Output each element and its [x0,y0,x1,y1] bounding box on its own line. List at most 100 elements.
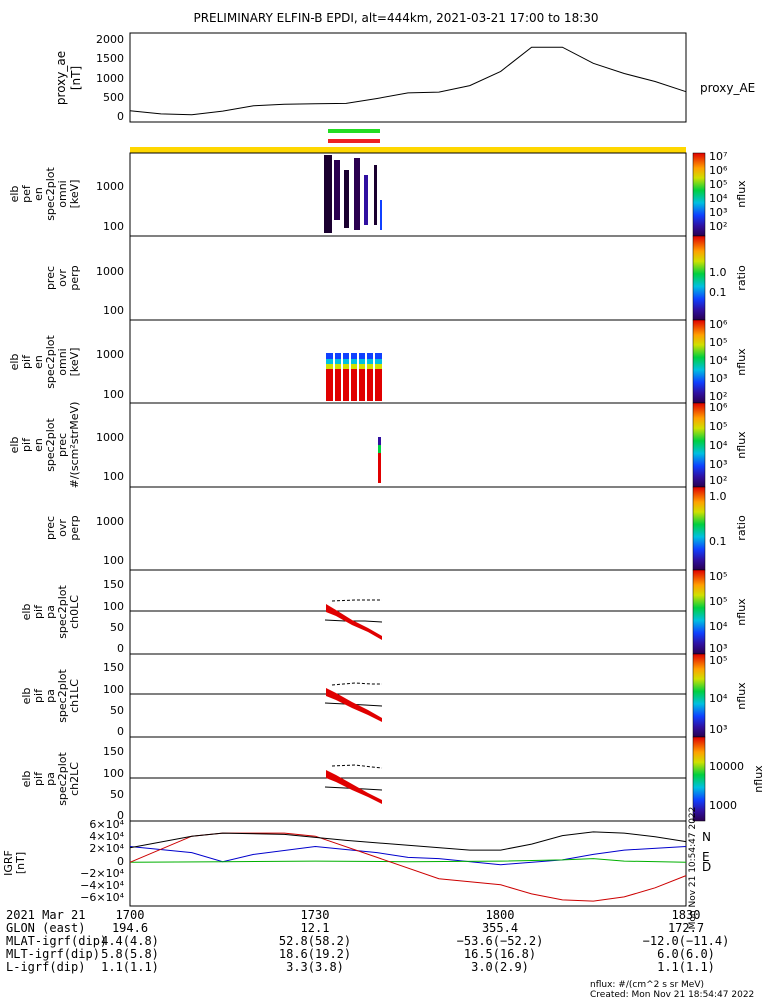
panel-4-cbar-tick-4: 10² [709,474,727,487]
panel-4-label-2: en [32,438,45,452]
panel-7-cbar-tick-2: 10³ [709,723,727,736]
col3-glon: 172.7 [668,921,704,935]
panel-7-cbar-label: nflux [735,682,748,710]
panel-3-cbar-tick-1: 10⁵ [709,336,727,349]
xtick-1730: 1730 [301,908,330,922]
panel-2-frame [129,235,687,321]
panel-7-label-4: ch1LC [68,679,81,713]
igrf-series-d-line [129,832,687,902]
panel-8-dashed-line [331,764,383,769]
panel-4-cbar-label: nflux [735,431,748,459]
panel-7: elb pif pa spec2plot ch1LC 150 100 50 0 … [20,653,748,738]
panel-3-label-3: spec2plot [44,335,57,389]
col1-l: 3.3(3.8) [286,960,344,974]
proxy-ae-panel: proxy_ae [nT] 2000 1500 1000 500 0 proxy… [54,32,755,123]
col2-mlat: −53.6(−52.2) [457,934,544,948]
panel-7-cbar-tick-1: 10⁴ [709,692,728,705]
panel-8-label-4: ch2LC [68,762,81,796]
panel-5-frame [129,486,687,571]
panel-8-data [324,764,383,804]
xtick-1700: 1700 [116,908,145,922]
proxy-ae-legend: proxy_AE [700,81,755,95]
panel-8-tick-150: 150 [103,745,124,758]
panel-1-label-2: en [32,187,45,201]
igrf-legend-e: E [702,850,710,864]
panel-7-red-streak [326,688,382,722]
panel-6-label-3: spec2plot [56,585,69,639]
panel-3-gap-1 [333,353,335,401]
panel-6-solid-line [324,619,383,623]
panel-2-cbar-tick-1: 0.1 [709,286,727,299]
panel-1: elb pef en spec2plot omni [keV] 1000 100… [8,150,748,237]
panel-1-label-3: spec2plot [44,167,57,221]
panel-1-data [324,155,382,233]
col0-mlt: 5.8(5.8) [101,947,159,961]
panel-3-label-1: pif [20,354,33,369]
panel-4-tick-100: 100 [103,470,124,483]
igrf-tick-6: −6×10⁴ [80,891,124,904]
panel-1-label-1: pef [20,184,33,203]
panel-1-patch-c [344,170,349,228]
panel-3-cbar-tick-4: 10² [709,390,727,403]
panel-2: prec ovr perp 1000 100 1.0 0.1 ratio [44,235,748,321]
footer-created: Created: Mon Nov 21 18:54:47 2022 [590,990,754,1000]
panel-4-cbar-tick-0: 10⁶ [709,401,728,414]
panel-3-frame [129,319,687,404]
xrow-label-4: L-igrf(dip) [6,960,85,974]
panel-1-cbar-tick-1: 10⁶ [709,164,728,177]
panel-3-label-5: [keV] [68,348,81,377]
panel-1-frame [129,152,687,237]
panel-4-tick-1000: 1000 [96,431,124,444]
panel-4-label-4: prec [56,433,69,457]
panel-6-cbar-tick-1: 10⁵ [709,595,727,608]
panel-3-gap-4 [357,353,359,401]
panel-6: elb pif pa spec2plot ch0LC 150 100 50 0 … [20,569,748,655]
proxy-ae-tick-2000: 2000 [96,33,124,46]
panel-7-dashed-line [331,682,382,686]
panel-2-tick-1000: 1000 [96,265,124,278]
col3-mlat: −12.0(−11.4) [643,934,730,948]
flag-strip [130,129,686,153]
igrf-frame [129,820,687,907]
panel-7-tick-50: 50 [110,704,124,717]
panel-5-label-1: ovr [56,519,69,537]
igrf-legend-d: D [702,860,711,874]
panel-7-tick-0: 0 [117,725,124,738]
panel-6-data [324,599,383,640]
panel-7-frame [129,653,687,738]
panel-1-patch-e [364,175,368,225]
panel-2-label-1: ovr [56,269,69,287]
proxy-ae-tick-1500: 1500 [96,52,124,65]
panel-5-colorbar [692,486,706,571]
col3-mlt: 6.0(6.0) [657,947,715,961]
igrf-tick-4: −2×10⁴ [80,867,124,880]
panel-3-cbar-tick-2: 10⁴ [709,354,728,367]
panel-8-frame [129,736,687,822]
orbit-bar [130,147,686,153]
panel-3-band-yellow [326,364,382,369]
panel-1-label-4: omni [56,180,69,207]
panel-3-colorbar [692,319,706,404]
col0-mlat: 4.4(4.8) [101,934,159,948]
panel-5: prec ovr perp 1000 100 1.0 0.1 ratio [44,486,748,571]
panel-5-cbar-tick-1: 0.1 [709,535,727,548]
panel-3-tick-1000: 1000 [96,348,124,361]
panel-6-cbar-tick-0: 10⁵ [709,570,727,583]
panel-2-cbar-tick-0: 1.0 [709,266,727,279]
panel-4-burst-green [378,445,381,453]
proxy-ae-tick-500: 500 [103,91,124,104]
panel-5-tick-100: 100 [103,554,124,567]
panel-3-label-2: en [32,355,45,369]
igrf-tick-5: −4×10⁴ [80,879,124,892]
panel-7-data [324,682,383,722]
panel-1-patch-g [380,200,382,230]
panel-8-colorbar [692,736,706,822]
panel-5-cbar-label: ratio [735,515,748,541]
panel-6-tick-150: 150 [103,578,124,591]
panel-8-label-0: elb [20,771,33,788]
panel-7-label-1: pif [32,688,45,703]
panel-6-frame [129,569,687,655]
panel-6-tick-50: 50 [110,621,124,634]
panel-5-label-0: prec [44,516,57,540]
